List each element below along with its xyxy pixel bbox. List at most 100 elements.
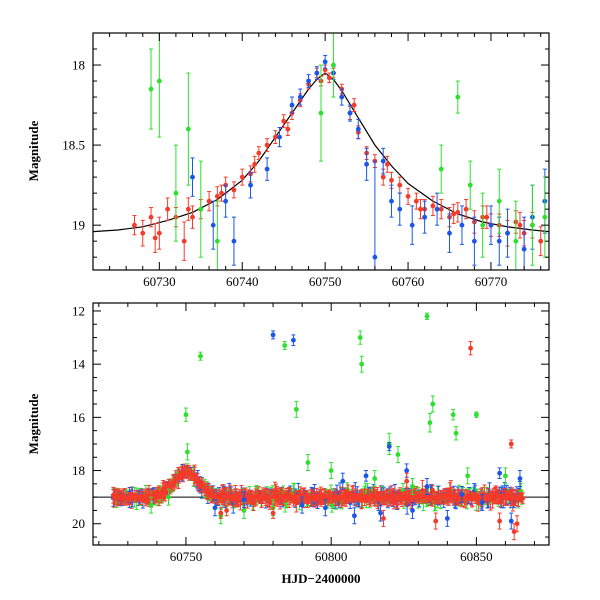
data-point [409,222,415,228]
data-point [413,198,419,204]
data-point [148,502,154,508]
data-point [239,174,245,180]
data-point [453,430,459,436]
data-point [185,126,191,132]
data-point [484,214,490,220]
axis-ticks [93,303,549,545]
data-point [451,211,457,217]
top-panel: 60730 60740 60750 60760 60770 18 18.5 19 Magni… [26,32,550,289]
data-point [463,206,469,212]
data-point [231,187,237,193]
data-point [497,470,503,476]
x-tick-label: 60740 [226,274,259,289]
y-tick-label: 18.5 [62,138,85,153]
data-point [471,238,477,244]
data-point [372,254,378,260]
y-tick-label: 14 [72,357,86,372]
data-point [223,198,229,204]
axis-ticks [92,32,549,270]
data-point [231,238,237,244]
data-series-group [132,32,548,271]
data-point [434,206,440,212]
data-point [386,444,392,450]
x-axis-label: HJD−2400000 [282,571,361,586]
data-point [347,110,353,116]
data-point [450,412,456,418]
y-axis-label: Magnitude [26,393,41,454]
data-point [424,484,430,489]
y-tick-label: 19 [72,218,85,233]
data-point [511,529,517,535]
data-point [520,495,526,501]
data-point [351,102,357,108]
data-point [156,78,162,84]
data-point [410,508,415,513]
data-point [241,508,247,513]
data-point [156,230,162,236]
data-point [465,473,471,479]
data-point [289,102,295,108]
data-point [380,158,386,164]
data-point [219,190,224,196]
data-point [331,62,336,68]
data-point [503,473,508,479]
y-axis-label: Magnitude [26,120,41,181]
data-point [538,238,544,244]
y-tick-labels: 18 18.5 19 [62,58,85,233]
data-point [314,70,320,76]
data-point [185,206,191,212]
data-point [473,412,479,418]
data-point [326,75,332,81]
data-point [152,235,158,241]
data-point [467,182,473,188]
data-point [389,198,394,204]
data-point [198,353,203,359]
data-point [542,214,548,220]
data-point [455,209,461,215]
data-point [389,177,394,183]
data-point [355,126,361,132]
data-point [430,401,436,407]
data-point [363,473,369,479]
y-tick-labels: 12 14 16 18 20 [72,303,86,531]
data-point [340,478,346,484]
data-point [508,518,514,524]
data-point [322,505,328,511]
baseline-data-cloud [110,463,526,515]
data-point [530,222,535,228]
data-point [513,238,519,244]
data-point [305,460,311,465]
data-point [397,206,403,212]
data-point [380,174,386,180]
data-point [488,222,494,228]
data-point [214,238,220,244]
data-point [252,161,258,167]
data-point [438,166,444,172]
data-point [378,510,383,516]
data-point [381,516,386,521]
data-point [184,449,190,455]
data-point [418,206,423,212]
data-point [444,516,450,521]
data-point [248,182,253,188]
data-point [206,198,212,204]
data-point [514,521,520,527]
x-tick-labels: 60730 60740 60750 60760 60770 [143,274,507,289]
data-point [424,313,430,319]
x-tick-label: 60800 [315,549,348,564]
data-point [273,134,278,140]
data-point [190,174,195,180]
data-point [372,476,378,481]
x-tick-label: 60730 [143,274,176,289]
bottom-panel: 60750 60800 60850 12 14 16 18 20 Magnitude HJD… [26,302,550,586]
data-point [479,500,485,505]
data-point [430,203,436,209]
data-point [352,513,357,519]
data-point [306,78,311,84]
data-point [455,94,461,100]
data-point [148,214,154,220]
y-tick-label: 18 [72,58,85,73]
data-point [318,110,324,116]
y-tick-label: 18 [72,463,85,478]
data-point [459,492,465,497]
